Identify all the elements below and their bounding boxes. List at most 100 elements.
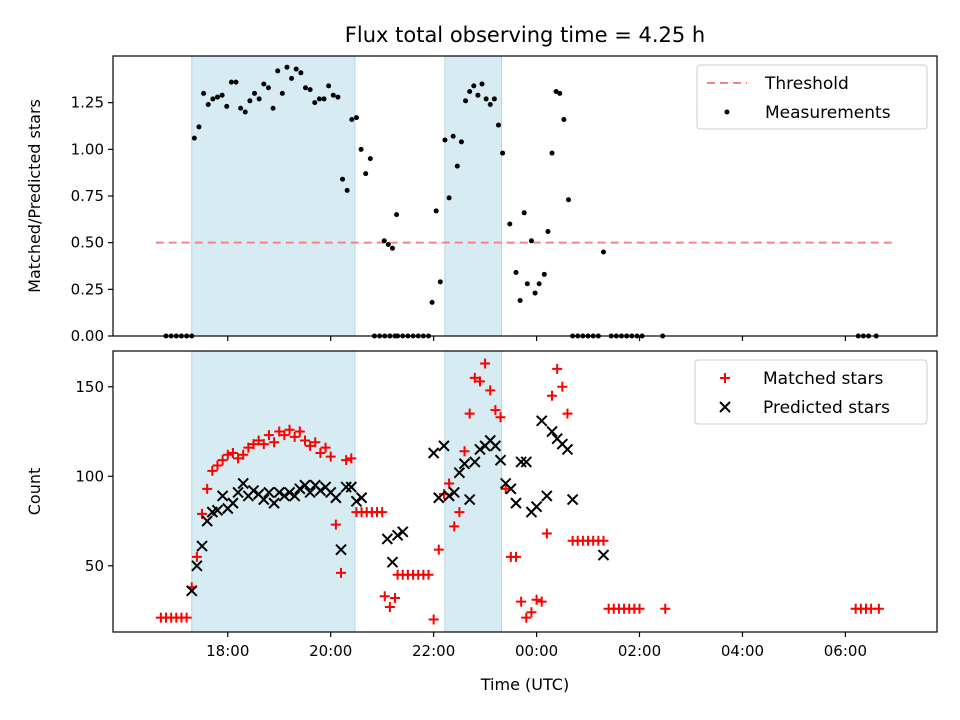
data-point [423, 569, 434, 580]
data-point [344, 187, 350, 193]
data-point [381, 238, 387, 244]
data-point [201, 515, 213, 527]
data-point [467, 88, 473, 94]
data-point [495, 412, 506, 423]
data-point [598, 535, 609, 546]
data-point [515, 456, 527, 468]
data-point [546, 425, 558, 438]
data-point [660, 603, 671, 614]
data-point [600, 249, 606, 255]
data-point [265, 85, 271, 91]
data-point [305, 440, 316, 451]
data-point [279, 90, 285, 96]
y-tick-label: 150 [75, 378, 104, 396]
y-axis-label: Matched/Predicted stars [25, 99, 44, 293]
data-point [210, 96, 216, 102]
data-point [278, 490, 291, 502]
legend-box [694, 359, 928, 425]
data-point [428, 614, 439, 625]
data-point [549, 150, 555, 156]
data-point [545, 228, 551, 234]
data-point [526, 607, 537, 618]
legend-label: Matched stars [763, 369, 883, 389]
data-point [335, 543, 347, 556]
data-point [207, 465, 218, 476]
data-point [346, 453, 357, 464]
data-point [353, 115, 359, 121]
x-tick-label: 02:00 [618, 642, 661, 660]
data-point [521, 210, 527, 216]
data-point [448, 486, 460, 499]
data-point [205, 102, 211, 108]
data-point [469, 372, 480, 383]
data-point [458, 139, 464, 145]
y-tick-label: 1.00 [71, 140, 104, 158]
data-point [449, 521, 460, 532]
x-tick-label: 00:00 [515, 642, 558, 660]
data-point [557, 381, 568, 392]
data-point [391, 529, 404, 542]
data-point [284, 424, 295, 435]
data-point [474, 376, 485, 387]
data-point [310, 437, 321, 448]
legend-swatch [724, 109, 730, 115]
data-point [211, 504, 224, 517]
data-point [489, 440, 502, 452]
data-point [320, 442, 331, 453]
data-point [275, 68, 281, 74]
data-point [248, 439, 259, 450]
data-point [561, 443, 574, 456]
data-point [358, 146, 364, 152]
data-point [289, 431, 300, 442]
data-point [263, 430, 274, 441]
x-axis-label: Time (UTC) [480, 675, 569, 694]
data-point [524, 281, 530, 287]
data-point [304, 486, 316, 499]
data-point [288, 490, 301, 502]
x-tick-label: 06:00 [824, 642, 867, 660]
data-point [326, 83, 332, 89]
data-point [268, 497, 280, 509]
data-point [510, 551, 521, 562]
data-point [513, 270, 519, 276]
legend-label: Predicted stars [763, 398, 890, 418]
data-point [341, 455, 352, 466]
data-point [377, 507, 388, 518]
data-point [340, 176, 346, 182]
data-point [530, 501, 543, 513]
legend-box [696, 64, 928, 130]
data-point [312, 100, 318, 106]
data-point [316, 96, 322, 102]
data-point [350, 495, 363, 508]
data-point [274, 426, 285, 437]
data-point [474, 443, 486, 456]
data-point [480, 358, 491, 369]
data-point [191, 560, 203, 572]
data-point [597, 549, 610, 561]
series-predicted-stars [186, 415, 610, 597]
data-point [298, 70, 304, 76]
data-point [385, 242, 391, 248]
data-point [427, 447, 440, 459]
count-panel: 18:00 20:00 22:00 00:00 02:00 04:00 06:00 50 100… [25, 350, 938, 660]
data-point [261, 81, 267, 87]
data-point [330, 519, 341, 530]
y-tick-label: 0.75 [71, 187, 104, 205]
data-point [552, 363, 563, 374]
data-point [247, 484, 260, 497]
data-point [500, 483, 511, 494]
y-tick-label: 0.25 [71, 280, 104, 298]
data-point [355, 492, 368, 504]
data-point [541, 490, 553, 502]
data-point [224, 103, 230, 109]
data-point [433, 492, 445, 504]
data-point [510, 497, 522, 509]
data-point [349, 116, 355, 122]
axes-frame [112, 350, 938, 633]
data-point [202, 483, 213, 494]
data-point [269, 437, 280, 448]
legend-label: Measurements [765, 103, 891, 123]
data-point [314, 484, 327, 497]
data-point [302, 85, 308, 91]
